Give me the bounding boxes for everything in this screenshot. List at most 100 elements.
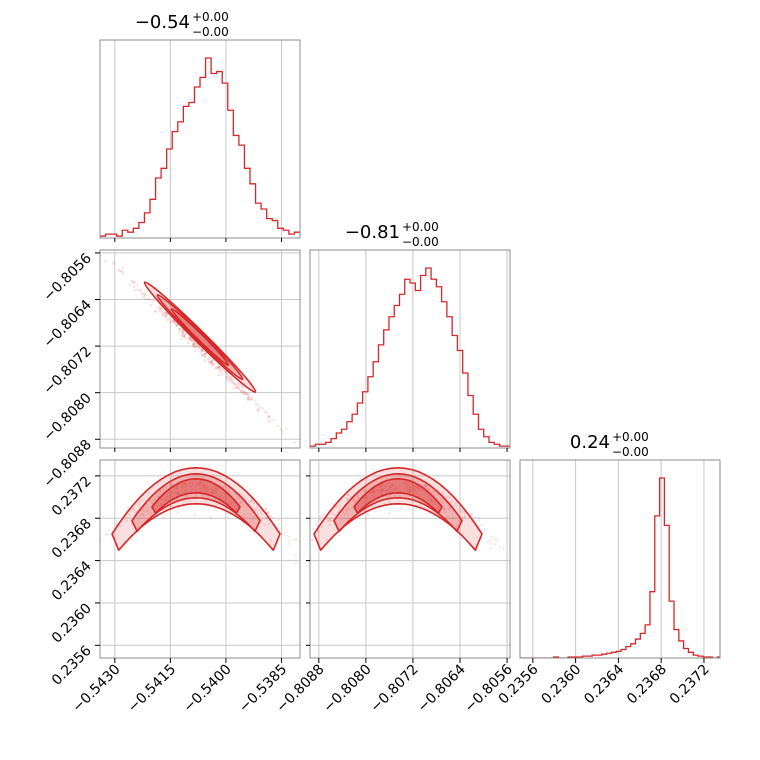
sample-point xyxy=(287,535,291,538)
sample-point xyxy=(194,486,197,490)
sample-point xyxy=(195,343,198,346)
sample-point xyxy=(447,506,450,510)
sample-point xyxy=(200,353,204,357)
sample-point xyxy=(191,488,194,491)
sample-point xyxy=(140,513,143,516)
sample-point xyxy=(288,542,291,546)
pair-0-2-density xyxy=(100,467,328,580)
hist-1-bin-10 xyxy=(363,392,368,448)
sample-point xyxy=(117,268,120,272)
sample-point xyxy=(440,501,444,504)
sample-point xyxy=(285,534,288,538)
sample-point xyxy=(448,508,452,511)
sample-point xyxy=(203,355,207,358)
hist-0-bin-6 xyxy=(133,228,139,238)
sample-point xyxy=(409,490,412,493)
sample-point xyxy=(322,513,325,516)
sample-point xyxy=(388,500,391,503)
sample-point xyxy=(248,500,251,504)
hist-1-bin-24 xyxy=(436,287,441,448)
sample-point xyxy=(236,386,239,389)
sample-point xyxy=(207,361,210,364)
sample-point xyxy=(209,515,212,519)
hist-1-bin-6 xyxy=(342,429,347,448)
sample-point xyxy=(174,491,177,494)
sample-point xyxy=(226,501,230,504)
sample-point xyxy=(219,494,222,498)
sample-point xyxy=(391,484,394,487)
sample-point xyxy=(330,512,333,515)
sample-point xyxy=(477,525,481,528)
sample-point xyxy=(202,489,206,492)
sample-point xyxy=(149,512,152,515)
sample-point xyxy=(227,380,231,383)
sample-point xyxy=(428,487,431,490)
sample-point xyxy=(250,396,253,399)
sample-point xyxy=(197,482,200,486)
sample-point xyxy=(261,407,265,410)
hist-0-bin-21 xyxy=(217,72,223,238)
hist-1-bin-26 xyxy=(447,317,452,448)
sample-point xyxy=(162,314,165,317)
sample-point xyxy=(136,284,139,287)
sample-point xyxy=(490,535,493,539)
sample-point xyxy=(371,492,375,495)
sample-point xyxy=(311,527,314,531)
sample-point xyxy=(189,485,192,488)
sample-point xyxy=(390,489,394,493)
sample-point xyxy=(473,516,476,519)
sample-point xyxy=(215,503,218,507)
sample-point xyxy=(264,508,268,511)
sample-point xyxy=(305,540,307,542)
sample-point xyxy=(227,489,230,493)
sample-point xyxy=(218,366,221,369)
sample-point xyxy=(205,486,208,490)
pair-0-2-frame xyxy=(99,459,301,659)
sample-point xyxy=(328,518,332,522)
hist-2-bin-18 xyxy=(607,653,612,658)
sample-point xyxy=(191,484,194,487)
sample-point xyxy=(205,488,209,492)
sample-point xyxy=(187,336,191,340)
sample-point xyxy=(150,499,153,502)
param-1-median: −0.81 xyxy=(345,222,400,243)
hist-0-bin-28 xyxy=(256,203,262,238)
sample-point xyxy=(434,493,437,496)
sample-point xyxy=(419,503,422,507)
contour-0 xyxy=(313,467,483,551)
sample-point xyxy=(161,310,164,314)
sample-point xyxy=(400,507,403,510)
sample-point xyxy=(388,494,392,497)
sample-point xyxy=(119,525,122,528)
sample-point xyxy=(119,270,123,273)
sample-point xyxy=(207,487,210,490)
sample-point xyxy=(409,491,412,494)
hist-1-bin-18 xyxy=(405,279,410,448)
param-0-median: −0.54 xyxy=(135,12,190,33)
sample-point xyxy=(121,270,125,273)
sample-point xyxy=(191,481,194,484)
sample-point xyxy=(244,498,247,501)
hist-1-bin-21 xyxy=(421,276,426,449)
sample-point xyxy=(174,492,177,496)
sample-point xyxy=(458,519,461,523)
sample-point xyxy=(229,378,233,382)
sample-point xyxy=(483,527,486,531)
hist-0-bin-31 xyxy=(272,221,278,238)
hist-0-bin-8 xyxy=(144,213,150,238)
contour-0 xyxy=(143,281,257,393)
sample-point xyxy=(176,511,180,514)
sample-point xyxy=(121,272,125,276)
hist-1-bin-3 xyxy=(326,442,331,448)
sample-point xyxy=(170,495,173,498)
sample-point xyxy=(452,516,455,520)
sample-point xyxy=(347,493,350,497)
sample-point xyxy=(326,578,328,580)
sample-point xyxy=(181,328,184,332)
sample-point xyxy=(387,488,390,492)
sample-point xyxy=(379,488,383,492)
sample-point xyxy=(370,494,373,498)
sample-point xyxy=(237,383,240,386)
sample-point xyxy=(224,375,228,379)
sample-point xyxy=(256,409,259,412)
